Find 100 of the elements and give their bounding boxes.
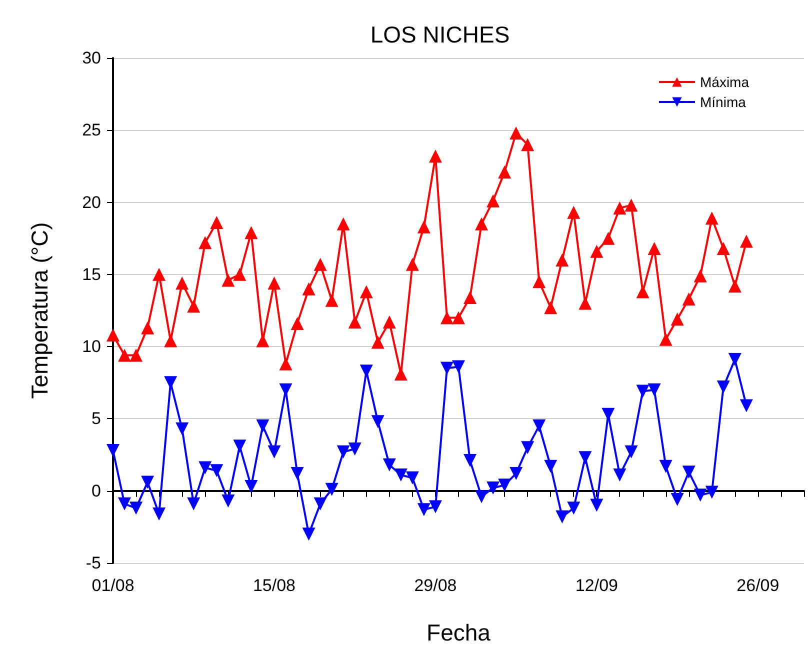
point [106, 444, 120, 457]
point [475, 217, 488, 230]
point [360, 285, 373, 298]
x-tick-label: 26/09 [736, 576, 780, 595]
point [187, 300, 200, 313]
point [279, 357, 292, 370]
point [314, 258, 327, 271]
point [106, 328, 120, 342]
point [268, 445, 281, 458]
point [670, 493, 684, 506]
point [141, 321, 154, 334]
point [222, 494, 235, 508]
point [464, 291, 477, 304]
point [556, 254, 569, 266]
point [360, 364, 373, 378]
point [705, 486, 718, 499]
point [521, 441, 534, 454]
point [636, 384, 650, 398]
point [417, 503, 430, 516]
point [728, 353, 742, 366]
point [498, 165, 512, 178]
point [624, 445, 638, 458]
point [602, 232, 615, 245]
point [556, 510, 569, 524]
point [705, 212, 718, 225]
x-tick-label: 01/08 [92, 576, 134, 595]
point [152, 507, 166, 520]
point [406, 471, 419, 484]
point [394, 468, 408, 482]
legend-label: Mínima [700, 94, 746, 110]
point [268, 276, 281, 290]
point [279, 383, 292, 396]
point [348, 442, 362, 456]
point [290, 467, 304, 480]
point [659, 332, 672, 346]
point [233, 440, 246, 453]
point [521, 138, 534, 152]
point [130, 502, 143, 515]
point [428, 500, 442, 514]
x-tick-label: 12/09 [575, 576, 618, 595]
point [464, 454, 477, 468]
point [325, 294, 338, 307]
point [198, 461, 212, 474]
point [290, 316, 304, 330]
point [187, 497, 200, 510]
point [659, 460, 672, 473]
point [590, 244, 604, 258]
point [475, 490, 488, 504]
y-axis-title: Temperatura (°C) [26, 222, 52, 399]
point [510, 467, 523, 480]
y-tick-label: 25 [82, 120, 101, 140]
y-tick-label: 20 [82, 192, 101, 212]
point [694, 488, 707, 502]
point [440, 362, 454, 375]
point [578, 451, 592, 464]
point [486, 194, 500, 208]
point [118, 348, 132, 362]
point [486, 481, 500, 494]
point [578, 296, 592, 310]
point [428, 150, 442, 163]
point [532, 419, 546, 432]
point [210, 464, 224, 478]
point [544, 460, 558, 473]
point [532, 275, 546, 288]
point [302, 282, 316, 296]
point [336, 217, 350, 230]
point [164, 334, 178, 348]
point [210, 216, 224, 229]
y-tick-label: 30 [82, 48, 101, 68]
point [382, 316, 396, 329]
point [314, 497, 327, 510]
point [498, 478, 512, 492]
point [613, 202, 626, 215]
point [118, 497, 132, 510]
point [682, 466, 696, 479]
point [544, 301, 558, 314]
point [371, 336, 384, 349]
point [613, 468, 626, 482]
point [256, 419, 270, 432]
point [302, 528, 316, 541]
point [624, 198, 638, 212]
point [336, 445, 350, 458]
point [406, 258, 419, 271]
y-tick-label: 5 [92, 409, 101, 428]
point [648, 242, 661, 255]
point [325, 482, 338, 496]
point [682, 292, 696, 306]
point [371, 415, 384, 428]
point [740, 399, 753, 412]
point [440, 311, 454, 324]
point [510, 126, 523, 140]
point [636, 285, 650, 298]
x-tick-label: 15/08 [252, 576, 296, 595]
point [130, 348, 143, 362]
point [694, 269, 707, 282]
chart-title: LOS NICHES [370, 22, 510, 48]
point [176, 422, 189, 436]
point [728, 279, 742, 292]
point [141, 476, 154, 489]
point [176, 276, 189, 290]
